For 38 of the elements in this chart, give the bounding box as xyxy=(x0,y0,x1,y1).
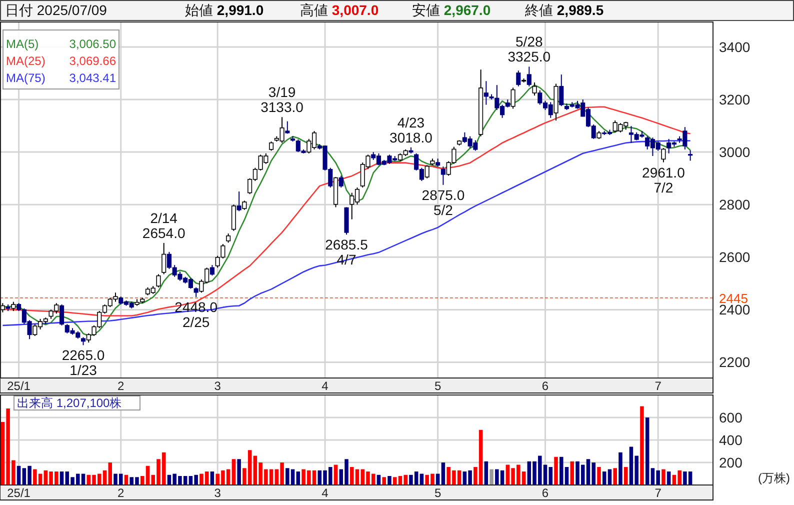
annotation: 2875.0 5/2 xyxy=(422,186,465,218)
y-axis-title: (万株) xyxy=(758,471,790,485)
x-tick-label: 7 xyxy=(654,379,662,393)
annotation: 4/23 3018.0 xyxy=(390,114,432,146)
annotation: 2265.0 1/23 xyxy=(62,347,105,378)
y-tick-label: 600 xyxy=(719,410,743,426)
y-tick-label: 3400 xyxy=(719,38,750,55)
x-tick-label: 25/1 xyxy=(7,486,31,500)
annotation: 3,043.41 xyxy=(69,71,116,85)
x-tick-label: 2 xyxy=(118,486,125,500)
x-tick-label: 3 xyxy=(214,486,222,500)
ref-line-label: 2445 xyxy=(719,290,748,306)
x-tick-label: 25/1 xyxy=(7,379,31,393)
annotation: 5/28 3325.0 xyxy=(508,34,551,65)
annotation: 出来高 1,207,100株 xyxy=(17,396,122,410)
x-tick-label: 5 xyxy=(434,379,442,393)
annotation: 3/19 3133.0 xyxy=(260,84,304,116)
y-tick-label: 400 xyxy=(719,432,743,448)
y-tick-label: 2800 xyxy=(719,196,750,213)
annotation: 3,006.50 xyxy=(69,37,116,51)
x-tick-label: 6 xyxy=(542,486,549,500)
x-tick-label: 3 xyxy=(214,379,222,393)
annotation: 2961.0 7/2 xyxy=(642,164,685,196)
annotation: 2/14 2654.0 xyxy=(142,210,186,241)
y-tick-label: 2600 xyxy=(719,249,750,266)
x-tick-label: 4 xyxy=(322,379,329,393)
x-tick-label: 4 xyxy=(322,486,329,500)
header: 日付 2025/07/09 始値 2,991.0 高値 3,007.0 安値 2,967.0 終値 2,989.5 xyxy=(0,0,794,21)
y-tick-label: 3000 xyxy=(719,144,750,160)
y-tick-label: 3200 xyxy=(719,92,750,108)
x-tick-label: 2 xyxy=(118,379,125,393)
y-tick-label: 200 xyxy=(719,454,743,470)
x-tick-label: 6 xyxy=(542,379,549,393)
legend: MA(5) 3,006.50 MA(25) 3,069.66 MA(75) 3,043.41 xyxy=(2,30,120,90)
y-tick-label: 2200 xyxy=(719,354,750,370)
x-tick-label: 5 xyxy=(434,486,442,500)
annotation: 3,069.66 xyxy=(69,54,116,68)
x-tick-label: 7 xyxy=(654,486,662,500)
